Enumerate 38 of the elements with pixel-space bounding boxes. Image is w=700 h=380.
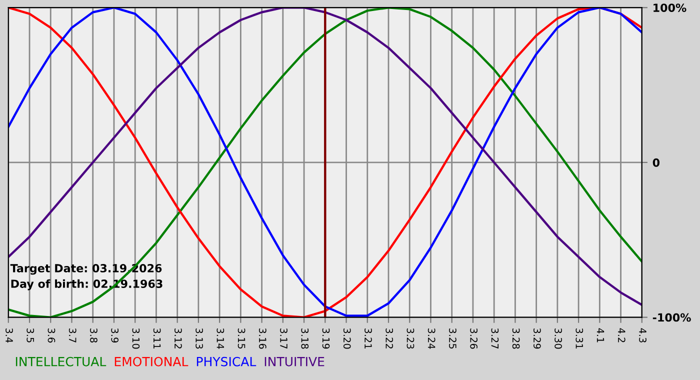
text: PHYSICAL (196, 356, 256, 366)
x-tick-label: 3.10 (132, 328, 140, 349)
x-tick-label: 4.1 (596, 328, 604, 342)
x-tick-label: 3.23 (406, 328, 414, 349)
x-tick-label: 3.13 (196, 328, 203, 349)
x-tick-label: 3.11 (153, 328, 161, 348)
x-tick-label: 3.15 (238, 328, 246, 349)
x-tick-label: 3.28 (512, 328, 520, 349)
text: EMOTIONAL (114, 356, 188, 366)
x-tick-label: 3.14 (216, 328, 224, 349)
x-tick-label: 3.26 (470, 328, 478, 349)
x-tick-label: 3.16 (258, 328, 266, 349)
y-tick-label: 0 (652, 158, 660, 167)
x-tick-label: 3.8 (90, 328, 98, 343)
x-tick-label: 3.12 (174, 328, 182, 348)
x-tick-label: 3.4 (6, 328, 13, 343)
x-tick-label: 3.19 (322, 328, 330, 349)
x-tick-label: 3.24 (428, 328, 436, 349)
x-tick-label: 3.5 (26, 328, 34, 342)
x-tick-label: 3.25 (449, 328, 456, 349)
x-tick-label: 3.9 (111, 328, 119, 342)
x-tick-label: 3.22 (386, 328, 394, 348)
x-tick-label: 3.30 (554, 328, 562, 349)
x-tick-label: 4.2 (618, 328, 626, 342)
y-tick-label: 100% (654, 4, 686, 12)
x-tick-label: 3.31 (576, 328, 584, 348)
x-tick-label: 3.7 (68, 328, 76, 342)
text: INTUITIVE (264, 357, 324, 366)
x-tick-label: 3.21 (364, 328, 372, 348)
text: INTELLECTUAL (16, 356, 106, 366)
x-tick-label: 3.20 (343, 328, 351, 349)
y-tick-label: -100% (652, 313, 691, 322)
x-tick-label: 3.17 (280, 328, 288, 349)
x-tick-label: 3.27 (491, 328, 499, 349)
x-tick-label: 3.29 (533, 328, 541, 349)
x-tick-label: 3.6 (48, 328, 56, 343)
x-tick-label: 3.18 (301, 328, 309, 349)
x-tick-label: 4.3 (639, 328, 646, 342)
